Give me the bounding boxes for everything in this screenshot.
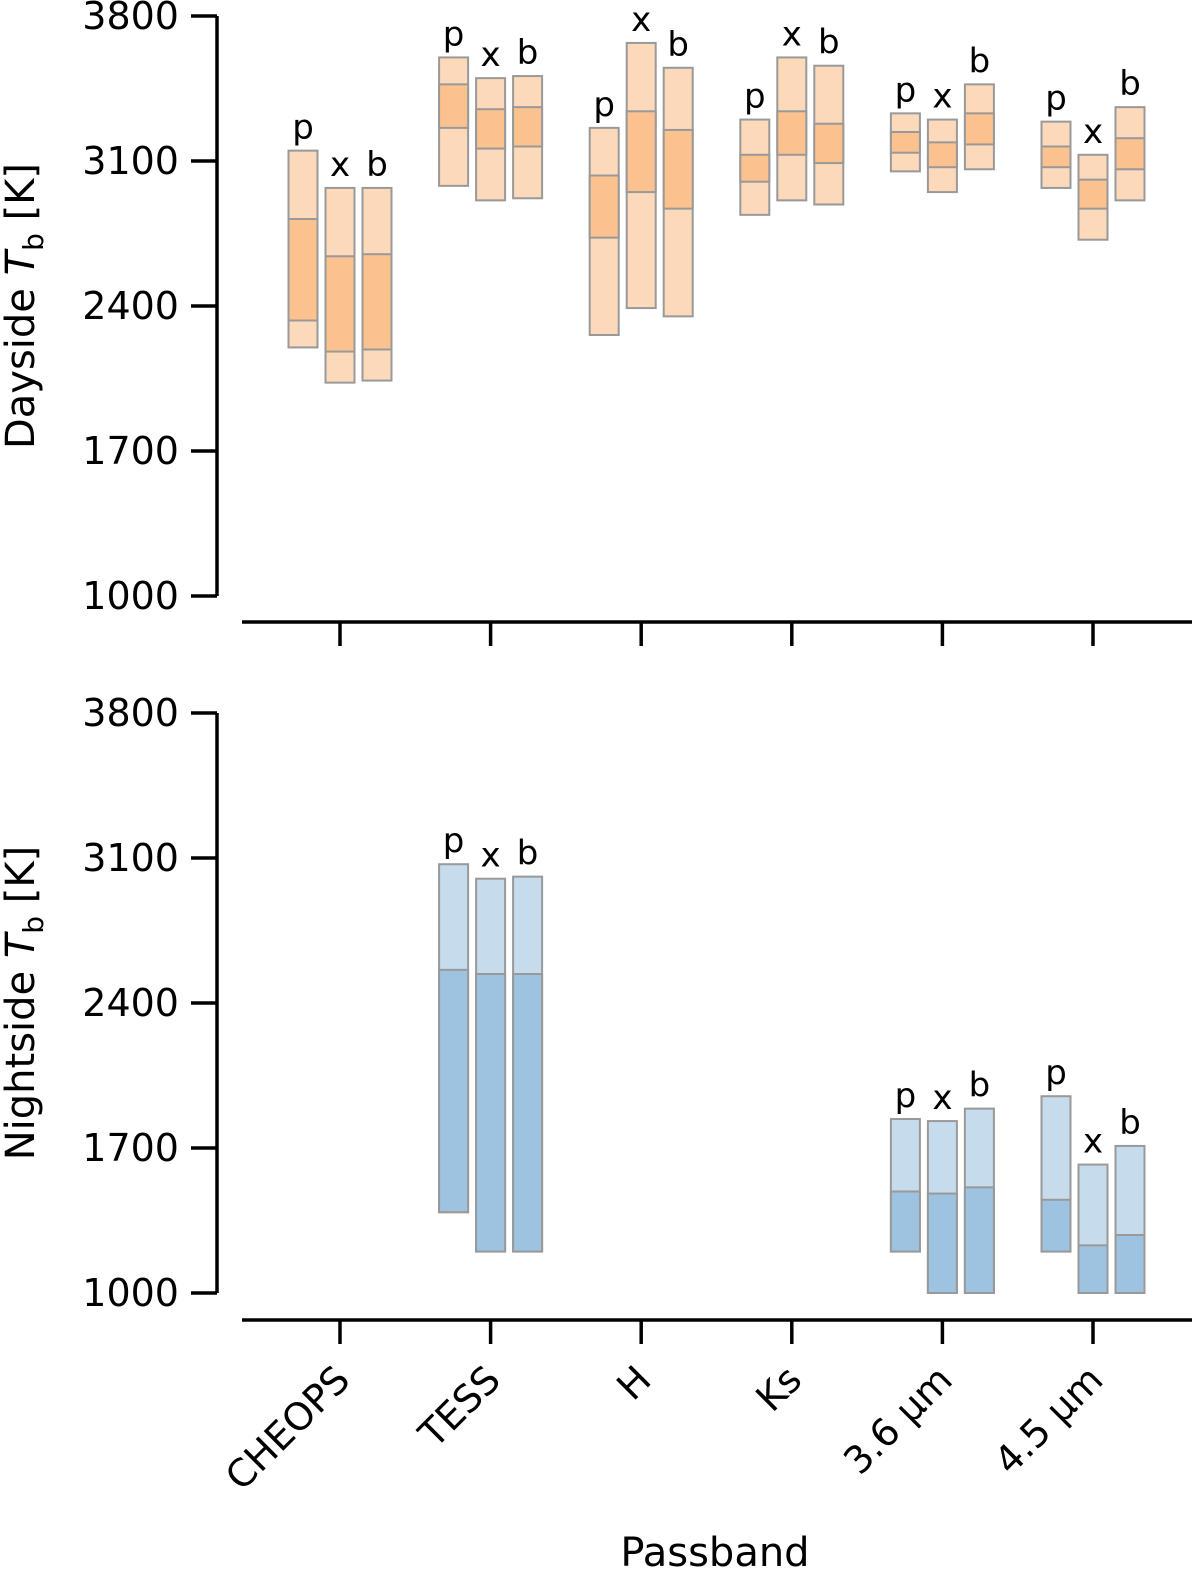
bar-inner-4-5-um-x [1077, 178, 1109, 210]
bar-label-4-5-um-x: x [1083, 1122, 1103, 1162]
bar-inner-tess-b [512, 973, 544, 1253]
bar-label-3-6-um-b: b [969, 41, 991, 81]
bar-label-cheops-b: b [366, 145, 388, 185]
bar-label-4-5-um-b: b [1119, 1103, 1141, 1143]
bar-inner-3-6-um-b [963, 1186, 995, 1295]
bar-label-3-6-um-p: p [895, 70, 917, 110]
bar-label-3-6-um-p: p [895, 1076, 917, 1116]
bar-inner-4-5-um-x [1077, 1244, 1109, 1295]
y-tick-label: 1700 [82, 429, 179, 473]
bar-inner-cheops-x [324, 255, 356, 353]
bar-label-tess-x: x [481, 836, 501, 876]
bar-inner-3-6-um-x [926, 1192, 958, 1294]
y-axis-title: Dayside Tb [K] [0, 163, 50, 449]
bar-label-tess-b: b [517, 33, 539, 73]
bar-label-tess-p: p [443, 14, 465, 54]
bar-label-ks-x: x [782, 14, 802, 54]
bar-inner-3-6-um-b [963, 112, 995, 146]
bar-inner-4-5-um-p [1040, 1198, 1072, 1253]
bar-inner-3-6-um-p [889, 131, 921, 154]
bar-label-h-x: x [631, 0, 651, 40]
y-tick-label: 3100 [82, 836, 179, 880]
bar-inner-4-5-um-b [1114, 1234, 1146, 1294]
y-tick-label: 1700 [82, 1126, 179, 1170]
bar-label-4-5-um-x: x [1083, 112, 1103, 152]
y-tick-label: 3100 [82, 139, 179, 183]
x-tick-label-cheops: CHEOPS [217, 1357, 358, 1498]
bar-inner-h-x [625, 110, 657, 194]
bar-inner-cheops-b [361, 253, 393, 351]
y-tick-label: 2400 [82, 981, 179, 1025]
bar-inner-3-6-um-x [926, 141, 958, 169]
bar-inner-tess-p [438, 968, 470, 1214]
bar-inner-tess-p [438, 83, 470, 129]
bar-inner-ks-p [739, 153, 771, 183]
y-tick-label: 1000 [82, 1271, 179, 1315]
nightside-panel: 1000 1700 2400 3100 3800 Nightside Tb [K] CHEO… [0, 691, 1192, 1576]
bar-label-cheops-p: p [292, 108, 314, 148]
bar-label-4-5-um-p: p [1045, 79, 1067, 119]
bar-inner-h-b [662, 128, 694, 210]
bar-inner-ks-b [813, 122, 845, 165]
x-tick-label-tess: TESS [410, 1357, 509, 1456]
bar-label-ks-p: p [744, 77, 766, 117]
dayside-panel: 1000 1700 2400 3100 3800 Dayside Tb [K] p p p p p p… [0, 0, 1192, 646]
bar-label-tess-p: p [443, 821, 465, 861]
bar-label-3-6-um-x: x [932, 77, 952, 117]
bar-label-h-p: p [593, 85, 615, 125]
x-tick-label-h: H [608, 1357, 659, 1408]
bar-label-tess-b: b [517, 834, 539, 874]
bar-inner-tess-x [475, 108, 507, 150]
bar-inner-cheops-p [287, 218, 319, 322]
x-axis-title: Passband [620, 1530, 809, 1576]
y-tick-label: 1000 [82, 574, 179, 618]
y-tick-label: 3800 [82, 691, 179, 735]
x-tick-label-4-5-um: 4.5 μm [986, 1357, 1112, 1483]
bar-inner-h-p [588, 174, 620, 239]
bar-inner-4-5-um-p [1040, 145, 1072, 169]
x-tick-label-ks: Ks [747, 1357, 810, 1420]
bar-label-4-5-um-b: b [1119, 64, 1141, 104]
bar-label-4-5-um-p: p [1045, 1053, 1067, 1093]
bar-inner-4-5-um-b [1114, 137, 1146, 171]
bar-label-3-6-um-b: b [969, 1066, 991, 1106]
bar-inner-tess-x [475, 973, 507, 1253]
bar-label-cheops-x: x [330, 145, 350, 185]
bar-inner-tess-b [512, 106, 544, 148]
y-tick-label: 3800 [82, 0, 179, 38]
bar-inner-3-6-um-p [889, 1190, 921, 1253]
y-axis-title: Nightside Tb [K] [0, 846, 50, 1161]
bar-label-h-b: b [667, 25, 689, 65]
bar-inner-ks-x [776, 110, 808, 156]
bar-label-tess-x: x [481, 35, 501, 75]
bar-label-3-6-um-x: x [932, 1078, 952, 1118]
y-tick-label: 2400 [82, 284, 179, 328]
x-tick-label-3-6-um: 3.6 μm [835, 1357, 961, 1483]
bar-label-ks-b: b [818, 23, 840, 63]
